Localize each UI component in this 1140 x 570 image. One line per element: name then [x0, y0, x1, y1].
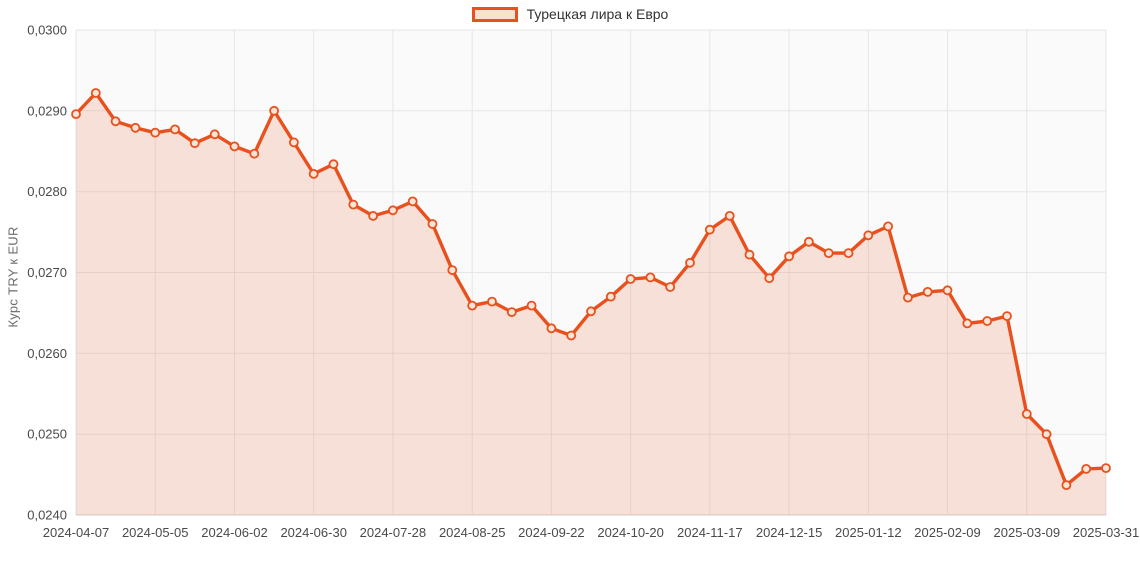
data-point-marker[interactable] — [962, 318, 973, 329]
data-point-marker[interactable] — [823, 248, 834, 259]
data-point-marker[interactable] — [526, 300, 537, 311]
data-point-marker[interactable] — [467, 300, 478, 311]
data-point-marker[interactable] — [704, 224, 715, 235]
x-tick-label: 2025-03-31 — [1073, 525, 1140, 540]
x-tick-label: 2024-06-02 — [201, 525, 268, 540]
y-tick-label: 0,0270 — [27, 265, 67, 280]
data-point-marker[interactable] — [645, 272, 656, 283]
data-point-marker[interactable] — [1021, 409, 1032, 419]
data-point-marker[interactable] — [883, 221, 893, 232]
data-point-marker[interactable] — [209, 129, 220, 140]
data-point-marker[interactable] — [764, 273, 775, 284]
data-point-marker[interactable] — [387, 205, 398, 216]
x-tick-label: 2024-05-05 — [122, 525, 189, 540]
data-point-marker[interactable] — [1101, 463, 1111, 474]
x-tick-label: 2024-11-17 — [677, 525, 743, 540]
y-tick-label: 0,0240 — [27, 508, 67, 523]
data-point-marker[interactable] — [566, 330, 577, 341]
series-area — [76, 93, 1106, 515]
x-tick-label: 2024-07-28 — [360, 525, 427, 540]
data-point-marker[interactable] — [368, 210, 379, 221]
data-point-marker[interactable] — [249, 148, 260, 159]
data-point-marker[interactable] — [1002, 311, 1012, 322]
data-point-marker[interactable] — [625, 274, 636, 284]
data-point-marker[interactable] — [487, 296, 497, 307]
data-point-marker[interactable] — [90, 88, 101, 98]
data-point-marker[interactable] — [1061, 480, 1072, 491]
data-point-marker[interactable] — [724, 210, 735, 221]
y-tick-label: 0,0260 — [27, 346, 67, 361]
data-point-marker[interactable] — [308, 168, 319, 179]
data-point-marker[interactable] — [170, 124, 180, 135]
data-point-marker[interactable] — [288, 137, 299, 148]
x-tick-label: 2024-10-20 — [597, 525, 664, 540]
data-point-marker[interactable] — [665, 282, 676, 292]
data-point-marker[interactable] — [982, 316, 993, 326]
data-point-marker[interactable] — [784, 251, 794, 262]
data-point-marker[interactable] — [1081, 463, 1092, 474]
data-point-marker[interactable] — [863, 230, 874, 241]
data-point-marker[interactable] — [110, 116, 121, 127]
x-tick-label: 2024-12-15 — [756, 525, 823, 540]
data-point-marker[interactable] — [447, 265, 458, 276]
data-point-marker[interactable] — [130, 122, 141, 133]
data-point-marker[interactable] — [804, 236, 814, 247]
data-point-marker[interactable] — [407, 196, 418, 207]
x-tick-label: 2025-03-09 — [994, 525, 1061, 540]
x-tick-label: 2024-04-07 — [43, 525, 110, 540]
data-point-marker[interactable] — [506, 307, 517, 318]
data-point-marker[interactable] — [546, 323, 557, 334]
x-tick-label: 2024-09-22 — [518, 525, 585, 540]
data-point-marker[interactable] — [843, 248, 854, 259]
data-point-marker[interactable] — [229, 141, 240, 152]
x-tick-label: 2024-08-25 — [439, 525, 506, 540]
y-tick-label: 0,0250 — [27, 427, 67, 442]
legend-label: Турецкая лира к Евро — [526, 6, 669, 22]
data-point-marker[interactable] — [189, 138, 200, 149]
data-point-marker[interactable] — [685, 257, 695, 268]
data-point-marker[interactable] — [1041, 429, 1052, 440]
data-point-marker[interactable] — [150, 127, 161, 138]
legend-swatch-icon — [471, 6, 518, 22]
data-point-marker[interactable] — [71, 109, 81, 119]
data-point-marker[interactable] — [903, 292, 913, 303]
legend[interactable]: Турецкая лира к Евро — [0, 4, 1140, 24]
x-tick-label: 2024-06-30 — [280, 525, 347, 540]
y-axis-title: Курс TRY к EUR — [5, 226, 21, 328]
data-point-marker[interactable] — [744, 249, 755, 260]
y-tick-label: 0,0280 — [27, 184, 67, 199]
data-point-marker[interactable] — [328, 159, 339, 170]
data-point-marker[interactable] — [942, 285, 953, 296]
y-tick-label: 0,0290 — [27, 103, 67, 118]
x-tick-label: 2025-01-12 — [835, 525, 902, 540]
data-point-marker[interactable] — [922, 286, 933, 297]
data-point-marker[interactable] — [348, 199, 359, 210]
data-point-marker[interactable] — [605, 291, 616, 302]
data-point-marker[interactable] — [269, 105, 280, 116]
data-point-marker[interactable] — [586, 306, 596, 317]
x-tick-label: 2025-02-09 — [914, 525, 981, 540]
y-tick-label: 0,0300 — [27, 23, 67, 38]
data-point-marker[interactable] — [427, 219, 438, 229]
